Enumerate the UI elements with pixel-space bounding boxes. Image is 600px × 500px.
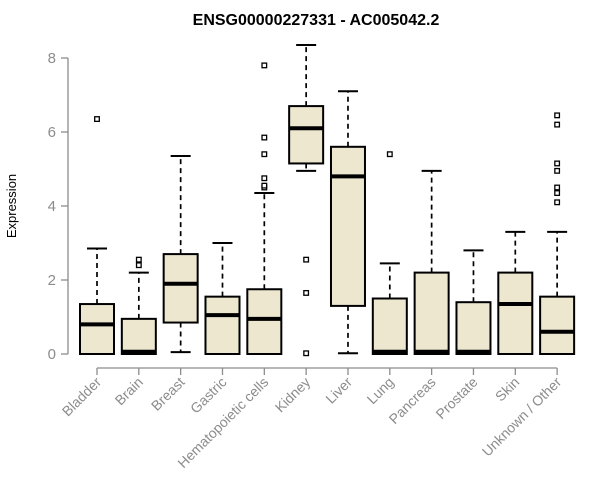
outlier-point	[554, 112, 561, 119]
box-brain	[120, 256, 157, 356]
box-iqr	[497, 271, 534, 356]
outlier-point	[261, 134, 268, 141]
outlier-point	[135, 256, 142, 263]
outlier-point	[386, 151, 393, 158]
y-axis: 0 2 4 6 8	[48, 50, 69, 363]
plot-area: 0 2 4 6 8 Bladder Brain Breast GastricHematopoie…	[48, 44, 576, 471]
box-iqr	[371, 297, 408, 355]
box-lung	[371, 151, 408, 355]
y-tick-label: 2	[48, 272, 56, 289]
chart-title: ENSG00000227331 - AC005042.2	[193, 12, 440, 29]
box-kidney	[288, 44, 325, 357]
outlier-point	[261, 175, 268, 182]
x-category-label: Prostate	[432, 374, 480, 422]
box-hematopoietic-cells	[246, 62, 283, 355]
outlier-point	[261, 151, 268, 158]
box-liver	[329, 90, 366, 355]
y-tick-label: 6	[48, 124, 56, 141]
outlier-point	[303, 350, 310, 357]
y-axis-label: Expression	[4, 174, 19, 238]
outlier-point	[554, 167, 561, 174]
outlier-point	[554, 199, 561, 206]
box-iqr	[288, 105, 325, 165]
box-iqr	[413, 271, 450, 356]
outlier-point	[554, 184, 561, 191]
y-tick-label: 8	[48, 50, 56, 67]
box-iqr	[329, 145, 366, 307]
x-category-label: Kidney	[272, 374, 314, 416]
box-iqr	[120, 317, 157, 356]
box-iqr	[79, 303, 115, 355]
box-iqr	[455, 301, 492, 356]
x-category-label: Liver	[322, 374, 355, 407]
x-category-label: Brain	[112, 374, 146, 408]
x-category-label: Breast	[148, 374, 188, 414]
outlier-point	[94, 116, 100, 122]
box-unknown-other	[539, 112, 576, 355]
outlier-point	[135, 262, 142, 269]
x-category-label: Pancreas	[386, 374, 439, 427]
outlier-point	[261, 182, 268, 189]
y-tick-label: 0	[48, 346, 56, 363]
box-prostate	[455, 249, 492, 356]
x-category-label: Unknown / Other	[479, 374, 565, 460]
box-breast	[162, 155, 199, 354]
box-iqr	[162, 253, 199, 324]
box-skin	[497, 230, 534, 356]
x-category-label: Bladder	[59, 374, 105, 420]
outlier-point	[554, 190, 561, 196]
box-bladder	[79, 116, 115, 355]
box-pancreas	[413, 169, 450, 356]
y-tick-label: 4	[48, 198, 56, 215]
box-iqr	[204, 295, 241, 355]
box-iqr	[539, 295, 576, 355]
x-category-label: Lung	[364, 374, 397, 407]
box-iqr	[246, 288, 283, 355]
outlier-point	[554, 121, 561, 128]
outlier-point	[303, 289, 310, 296]
outlier-point	[261, 62, 268, 69]
outlier-point	[303, 256, 310, 263]
outlier-point	[554, 160, 561, 167]
box-gastric	[204, 242, 241, 355]
x-category-label: Skin	[492, 374, 523, 405]
